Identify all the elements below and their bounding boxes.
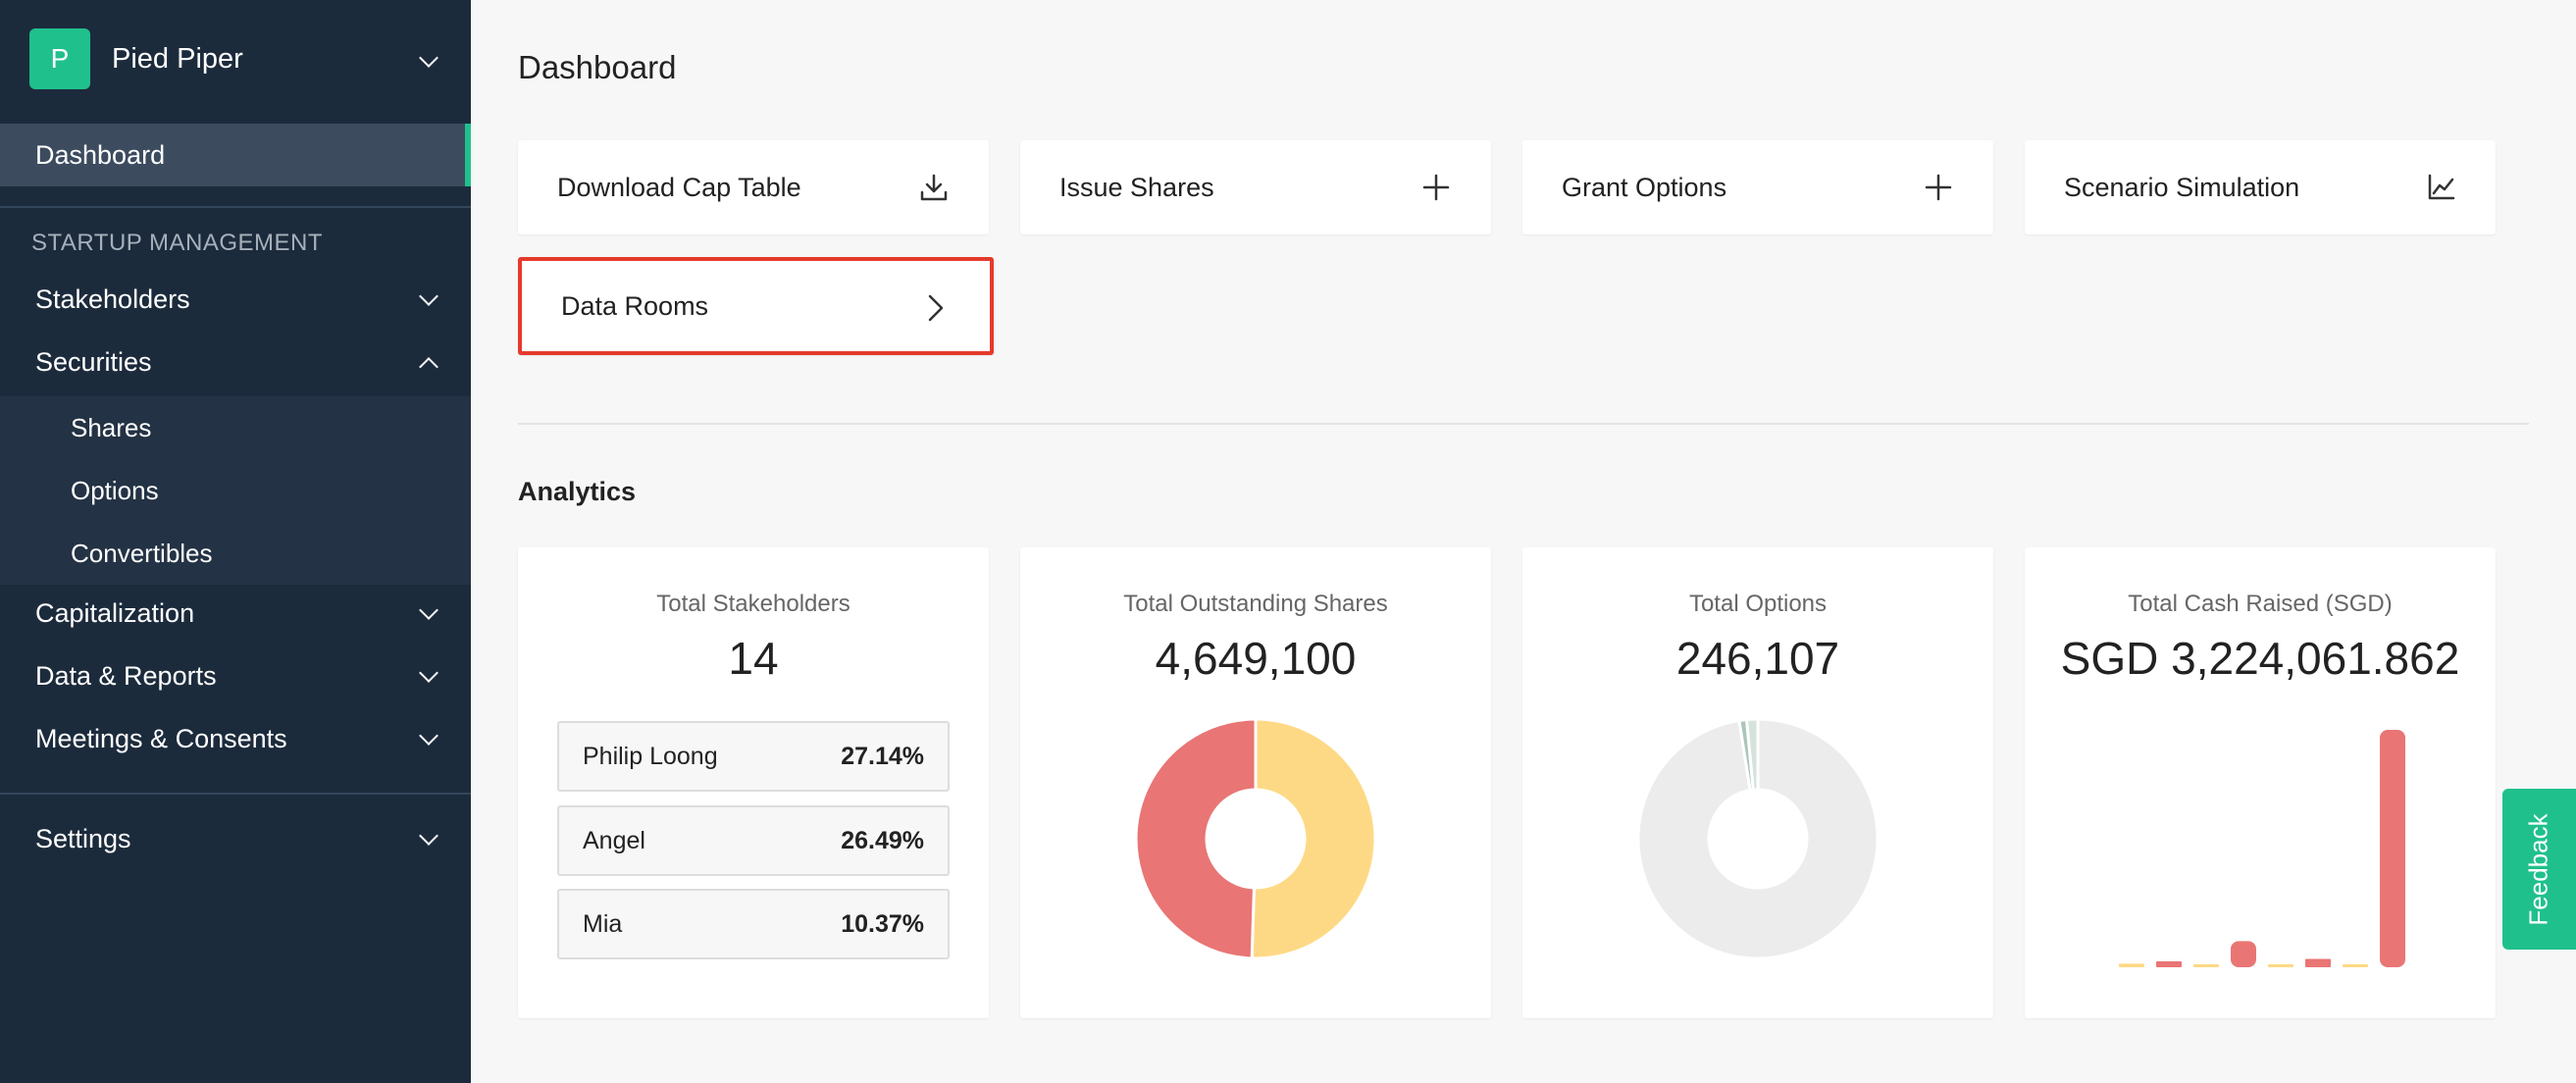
stat-label: Total Cash Raised (SGD) (2128, 591, 2393, 617)
sidebar-subitem-shares[interactable]: Shares (71, 412, 152, 442)
sidebar-item-data-reports[interactable]: Data & Reports (0, 645, 471, 707)
line-chart-icon (2428, 174, 2455, 200)
total-options-card: Total Options 246,107 (1522, 547, 1993, 1018)
org-logo: P (29, 28, 90, 89)
bar (2305, 958, 2331, 967)
top-holder-row: Angel 26.49% (557, 805, 950, 876)
top-holder-row: Philip Loong 27.14% (557, 721, 950, 792)
chevron-down-icon (419, 600, 438, 620)
sidebar-item-label: Settings (35, 823, 131, 853)
sidebar-item-capitalization[interactable]: Capitalization (0, 582, 471, 645)
stakeholders-card: Total Stakeholders 14 Philip Loong 27.14… (518, 547, 989, 1018)
main-content: Dashboard Download Cap Table Issue Share… (471, 0, 2576, 1083)
holder-name: Angel (583, 826, 645, 854)
grant-options-button[interactable]: Grant Options (1522, 140, 1993, 234)
cash-bar-chart (2119, 730, 2405, 967)
holder-name: Philip Loong (583, 742, 718, 770)
chevron-down-icon (419, 286, 438, 306)
chevron-down-icon (419, 826, 438, 846)
stat-label: Total Outstanding Shares (1123, 591, 1388, 617)
active-indicator (465, 124, 471, 186)
outstanding-shares-card: Total Outstanding Shares 4,649,100 (1020, 547, 1491, 1018)
stat-value: SGD 3,224,061.862 (2060, 633, 2460, 684)
sidebar-item-label: Meetings & Consents (35, 723, 287, 753)
plus-icon (1422, 174, 1450, 201)
stat-label: Total Stakeholders (656, 591, 850, 617)
chevron-right-icon (928, 294, 944, 322)
action-label: Grant Options (1562, 172, 1727, 202)
holder-pct: 27.14% (841, 742, 924, 770)
bar (2193, 964, 2219, 967)
action-label: Issue Shares (1059, 172, 1214, 202)
data-rooms-button[interactable]: Data Rooms (518, 257, 994, 355)
section-divider (518, 423, 2529, 425)
analytics-title: Analytics (518, 477, 637, 506)
stat-value: 246,107 (1675, 633, 1840, 684)
sidebar-subitem-convertibles[interactable]: Convertibles (71, 538, 213, 568)
stat-label: Total Options (1688, 591, 1828, 617)
org-name: Pied Piper (112, 42, 243, 75)
holder-pct: 10.37% (841, 909, 924, 938)
pie-slice (1250, 717, 1377, 960)
options-donut-chart (1636, 717, 1880, 960)
chevron-down-icon (419, 48, 438, 68)
stat-value: 4,649,100 (1155, 633, 1357, 684)
sidebar-item-label: Data & Reports (35, 660, 217, 691)
bar (2231, 941, 2256, 967)
bar (2119, 963, 2144, 967)
holder-name: Mia (583, 909, 623, 938)
pie-slice (1134, 717, 1258, 960)
sidebar-divider (0, 206, 471, 208)
cash-raised-card: Total Cash Raised (SGD) SGD 3,224,061.86… (2025, 547, 2496, 1018)
sidebar: P Pied Piper Dashboard STARTUP MANAGEMEN… (0, 0, 471, 1083)
sidebar-item-securities[interactable]: Securities (0, 331, 471, 393)
bar (2156, 960, 2182, 967)
sidebar-divider (0, 793, 471, 795)
section-label: STARTUP MANAGEMENT (31, 230, 324, 256)
sidebar-subitem-options[interactable]: Options (71, 475, 159, 505)
sidebar-item-label: Dashboard (35, 139, 166, 170)
sidebar-item-dashboard[interactable]: Dashboard (0, 124, 471, 186)
plus-icon (1925, 174, 1952, 201)
sidebar-item-meetings-consents[interactable]: Meetings & Consents (0, 707, 471, 770)
shares-donut-chart (1134, 717, 1377, 960)
scenario-simulation-button[interactable]: Scenario Simulation (2025, 140, 2496, 234)
download-icon (920, 174, 948, 201)
bar (2343, 964, 2368, 967)
chevron-down-icon (419, 726, 438, 746)
chevron-up-icon (419, 357, 438, 377)
org-switcher[interactable]: P Pied Piper (0, 0, 471, 118)
action-label: Data Rooms (561, 290, 709, 321)
holder-pct: 26.49% (841, 826, 924, 854)
issue-shares-button[interactable]: Issue Shares (1020, 140, 1491, 234)
action-label: Scenario Simulation (2064, 172, 2300, 202)
bar (2380, 730, 2405, 967)
top-holder-row: Mia 10.37% (557, 889, 950, 959)
feedback-label: Feedback (2524, 812, 2553, 926)
feedback-button[interactable]: Feedback (2502, 789, 2576, 950)
sidebar-item-settings[interactable]: Settings (0, 807, 471, 870)
sidebar-item-stakeholders[interactable]: Stakeholders (0, 268, 471, 331)
stat-value: 14 (728, 633, 779, 684)
page-title: Dashboard (518, 49, 677, 85)
chevron-down-icon (419, 663, 438, 683)
action-label: Download Cap Table (557, 172, 801, 202)
sidebar-item-label: Securities (35, 346, 152, 377)
sidebar-item-label: Capitalization (35, 597, 195, 628)
sidebar-item-label: Stakeholders (35, 284, 190, 314)
download-cap-table-button[interactable]: Download Cap Table (518, 140, 989, 234)
pie-slice (1636, 717, 1880, 960)
bar (2268, 964, 2293, 967)
pie-slice (1744, 717, 1760, 792)
securities-submenu: Shares Options Convertibles (0, 396, 471, 585)
